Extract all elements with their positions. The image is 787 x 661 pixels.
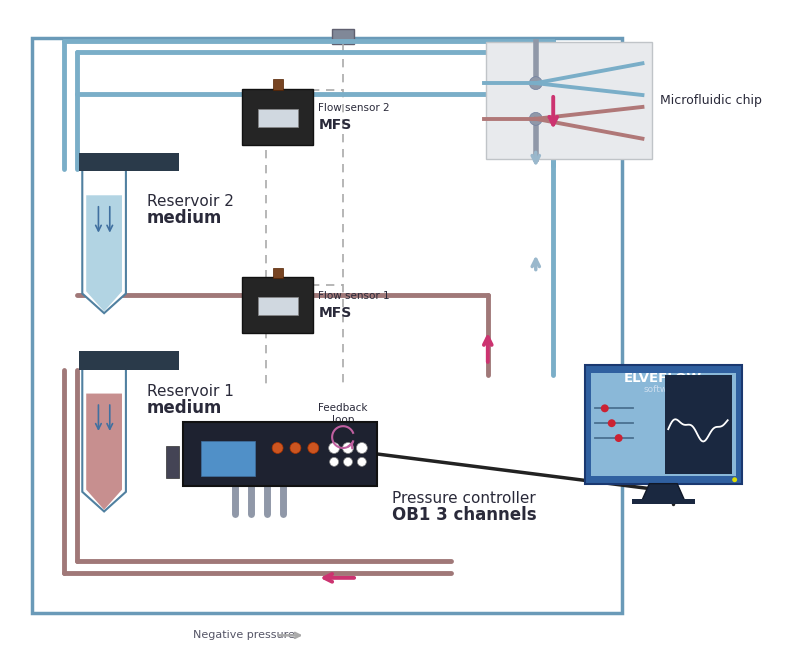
Bar (183, 422, 377, 486)
Circle shape (290, 442, 301, 453)
Bar (591, 373, 736, 476)
Bar (486, 42, 652, 159)
Text: Pressure controller: Pressure controller (392, 491, 535, 506)
Text: Reservoir 1: Reservoir 1 (146, 384, 234, 399)
Text: software: software (644, 385, 682, 394)
Polygon shape (83, 368, 126, 512)
Bar (332, 28, 354, 44)
Polygon shape (83, 169, 126, 313)
Bar (257, 109, 297, 127)
Bar (272, 79, 283, 90)
Circle shape (600, 405, 608, 412)
Text: Feedback
loop: Feedback loop (318, 403, 368, 425)
Text: ELVEFLOW: ELVEFLOW (624, 372, 702, 385)
Text: Reservoir 2: Reservoir 2 (146, 194, 234, 209)
Bar (165, 446, 179, 478)
Circle shape (342, 442, 353, 453)
Text: Negative pressure: Negative pressure (194, 631, 295, 641)
Bar (272, 268, 283, 278)
Circle shape (732, 477, 737, 482)
Text: Flow sensor 2: Flow sensor 2 (318, 103, 390, 113)
Text: Flow sensor 1: Flow sensor 1 (318, 292, 390, 301)
Circle shape (330, 457, 338, 466)
Polygon shape (641, 484, 685, 502)
Circle shape (272, 442, 283, 453)
Text: MFS: MFS (318, 118, 352, 132)
Circle shape (344, 457, 353, 466)
Polygon shape (87, 393, 122, 510)
Bar (257, 297, 297, 315)
Circle shape (530, 77, 542, 90)
Text: medium: medium (146, 399, 222, 417)
Bar (31, 38, 622, 613)
Bar (242, 89, 313, 145)
Text: MFS: MFS (318, 306, 352, 320)
Bar (79, 351, 179, 369)
Polygon shape (87, 195, 122, 311)
Text: medium: medium (146, 209, 222, 227)
Circle shape (357, 442, 368, 453)
Bar (201, 441, 256, 476)
Circle shape (608, 419, 615, 427)
Bar (79, 153, 179, 171)
Bar (585, 365, 741, 484)
Circle shape (308, 442, 319, 453)
Circle shape (329, 442, 339, 453)
Circle shape (530, 112, 542, 126)
Text: OB1 3 channels: OB1 3 channels (392, 506, 536, 524)
Circle shape (615, 434, 623, 442)
Text: Microfluidic chip: Microfluidic chip (660, 95, 762, 108)
Circle shape (357, 457, 366, 466)
Bar (631, 498, 695, 504)
Bar (242, 278, 313, 333)
Bar (665, 375, 732, 474)
